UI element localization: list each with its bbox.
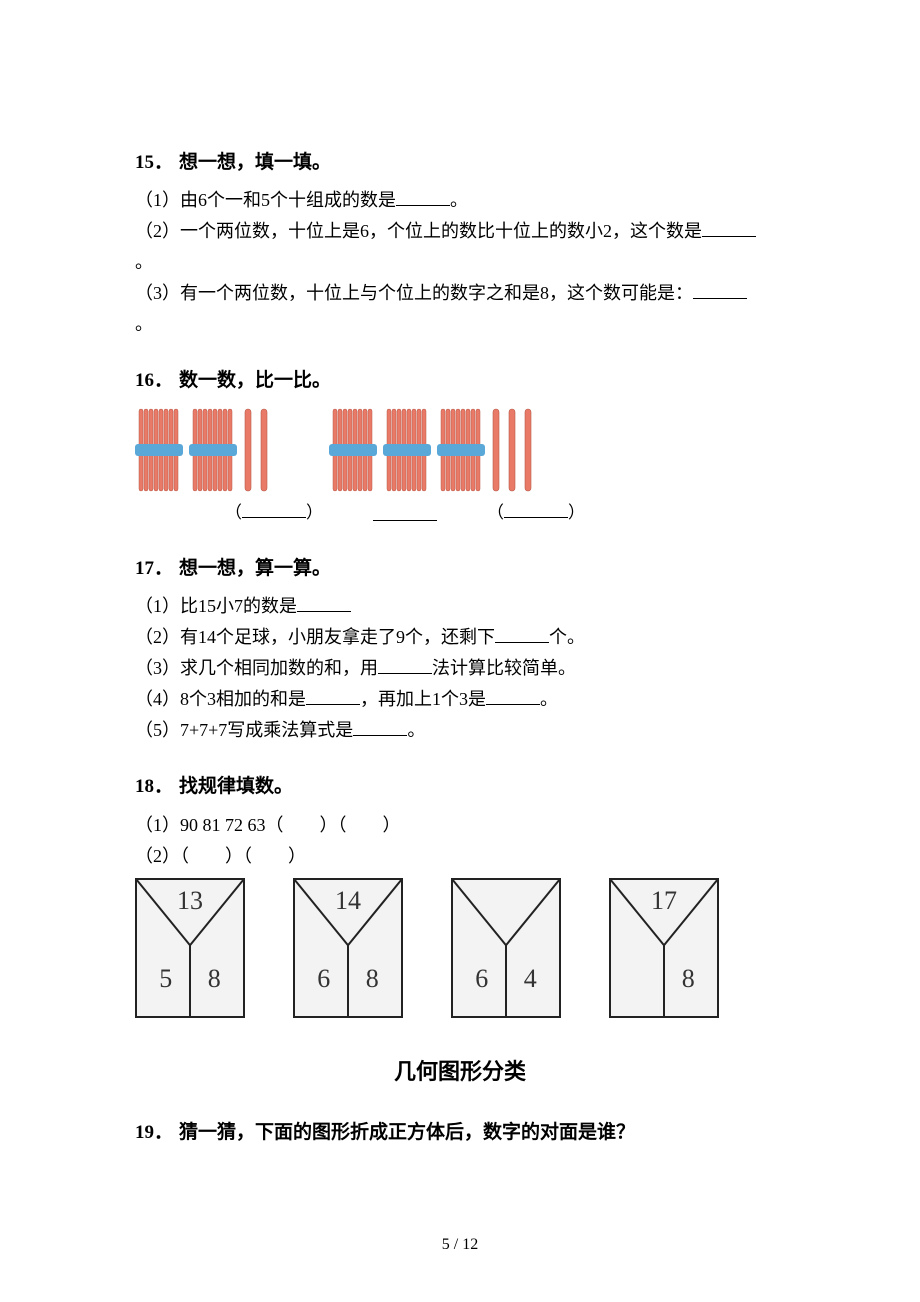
q18-title: 18． 找规律填数。: [135, 772, 785, 802]
q17-s1-a: （1）比15小7的数是: [135, 596, 297, 616]
q17-s2-blank[interactable]: [495, 625, 549, 643]
q15-s2-a: （2）一个两位数，十位上是6，个位上的数比十位上的数小2，这个数是: [135, 221, 702, 241]
q17-title: 17． 想一想，算一算。: [135, 554, 785, 584]
q17-s1: （1）比15小7的数是: [135, 592, 785, 621]
q16-sticks-right: [329, 405, 533, 495]
bundle-icon: [329, 405, 377, 495]
q16-count-row: （） （）: [225, 499, 785, 526]
single-stick-icon: [243, 405, 253, 495]
geometry-section-title: 几何图形分类: [135, 1054, 785, 1089]
q15-s3-a: （3）有一个两位数，十位上与个位上的数字之和是8，这个数可能是：: [135, 283, 693, 303]
q17-s2-b: 个。: [549, 627, 585, 647]
q17-text: 想一想，算一算。: [179, 558, 331, 579]
q17-s1-blank[interactable]: [297, 594, 351, 612]
svg-text:5: 5: [159, 965, 172, 994]
svg-text:6: 6: [475, 965, 488, 994]
q16-mid-blank[interactable]: [373, 503, 437, 521]
q18-boxes-row: 13 5 8 14 6 8 6 4 17 8: [135, 878, 785, 1018]
single-stick-icon: [491, 405, 501, 495]
q16-title: 16． 数一数，比一比。: [135, 366, 785, 396]
single-stick-icon: [523, 405, 533, 495]
q15-s1-b: 。: [450, 190, 468, 210]
q17-s5-a: （5）7+7+7写成乘法算式是: [135, 720, 353, 740]
q16-sticks-left: [135, 405, 269, 495]
q17-s5-b: 。: [407, 720, 425, 740]
q17-s3-b: 法计算比较简单。: [432, 658, 576, 678]
q19-num: 19．: [135, 1122, 173, 1143]
q15-num: 15．: [135, 152, 173, 173]
q17-s2-a: （2）有14个足球，小朋友拿走了9个，还剩下: [135, 627, 495, 647]
q16-r-rp: ）: [568, 503, 585, 522]
q19-text: 猜一猜，下面的图形折成正方体后，数字的对面是谁？: [179, 1122, 635, 1143]
svg-text:14: 14: [335, 886, 361, 915]
q17-s4: （4）8个3相加的和是 ，再加上1个3是 。: [135, 685, 785, 714]
q15-s3: （3）有一个两位数，十位上与个位上的数字之和是8，这个数可能是：: [135, 279, 785, 308]
bundle-icon: [189, 405, 237, 495]
q17-s3-a: （3）求几个相同加数的和，用: [135, 658, 378, 678]
q17-s2: （2）有14个足球，小朋友拿走了9个，还剩下 个。: [135, 623, 785, 652]
q17-s4-blank1[interactable]: [306, 687, 360, 705]
page-number: 5 / 12: [0, 1232, 920, 1258]
q16-left-blank[interactable]: [242, 500, 306, 518]
q15-s3-blank[interactable]: [693, 281, 747, 299]
pattern-box: 13 5 8: [135, 878, 245, 1018]
q17-s3-blank[interactable]: [378, 656, 432, 674]
q17-s5-blank[interactable]: [353, 718, 407, 736]
q16-right-blank[interactable]: [504, 500, 568, 518]
single-stick-icon: [259, 405, 269, 495]
svg-text:8: 8: [208, 965, 221, 994]
q15-title: 15． 想一想，填一填。: [135, 148, 785, 178]
q16-r-lp: （: [487, 503, 504, 522]
q18-num: 18．: [135, 776, 173, 797]
svg-text:4: 4: [524, 965, 537, 994]
q17-s4-b: ，再加上1个3是: [360, 689, 486, 709]
q16-l-lp: （: [225, 503, 242, 522]
q16-num: 16．: [135, 370, 173, 391]
svg-text:17: 17: [651, 886, 677, 915]
bundle-icon: [135, 405, 183, 495]
q18-text: 找规律填数。: [179, 776, 293, 797]
pattern-box: 14 6 8: [293, 878, 403, 1018]
q17-s5: （5）7+7+7写成乘法算式是 。: [135, 716, 785, 745]
bundle-icon: [437, 405, 485, 495]
q16-left-paren: （）: [225, 499, 323, 526]
q15-s2-end: 。: [135, 248, 785, 277]
q15-s2: （2）一个两位数，十位上是6，个位上的数比十位上的数小2，这个数是: [135, 217, 785, 246]
svg-text:13: 13: [177, 886, 203, 915]
q18-s1: （1）90 81 72 63（ ）（ ）: [135, 811, 785, 840]
q15-s1-blank[interactable]: [396, 188, 450, 206]
q16-right-paren: （）: [487, 499, 585, 526]
pattern-box: 6 4: [451, 878, 561, 1018]
q15-s3-end: 。: [135, 310, 785, 339]
q17-num: 17．: [135, 558, 173, 579]
q17-s4-blank2[interactable]: [486, 687, 540, 705]
bundle-icon: [383, 405, 431, 495]
q15-s1-a: （1）由6个一和5个十组成的数是: [135, 190, 396, 210]
q16-text: 数一数，比一比。: [179, 370, 331, 391]
q17-s4-a: （4）8个3相加的和是: [135, 689, 306, 709]
q18-s2: （2）（ ）（ ）: [135, 842, 785, 871]
q17-s3: （3）求几个相同加数的和，用 法计算比较简单。: [135, 654, 785, 683]
q15-s2-blank[interactable]: [702, 219, 756, 237]
q15-text: 想一想，填一填。: [179, 152, 331, 173]
single-stick-icon: [507, 405, 517, 495]
q15-s1: （1）由6个一和5个十组成的数是 。: [135, 186, 785, 215]
q16-l-rp: ）: [306, 503, 323, 522]
q17-s4-c: 。: [540, 689, 558, 709]
pattern-box: 17 8: [609, 878, 719, 1018]
svg-text:8: 8: [682, 965, 695, 994]
q19-title: 19． 猜一猜，下面的图形折成正方体后，数字的对面是谁？: [135, 1118, 785, 1148]
svg-text:6: 6: [317, 965, 330, 994]
q16-sticks-row: [135, 405, 785, 495]
svg-text:8: 8: [366, 965, 379, 994]
